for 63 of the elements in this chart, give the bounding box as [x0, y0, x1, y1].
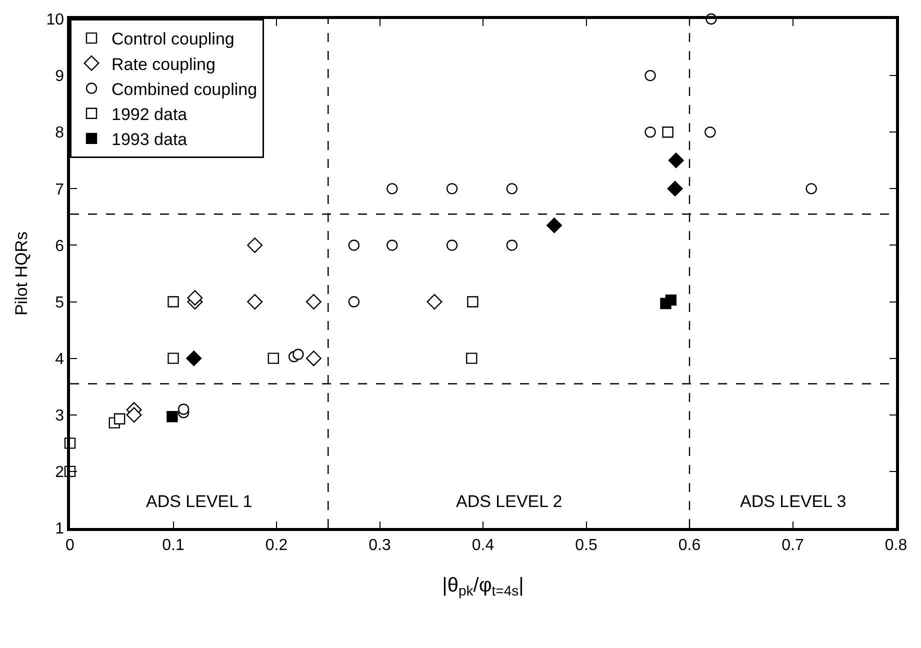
x-tick-label: 0.1 [162, 536, 184, 554]
point [306, 294, 322, 310]
point [386, 240, 398, 251]
point [186, 350, 202, 366]
x-tick-label: 0.8 [884, 536, 908, 554]
x-tick-label: 0.6 [678, 536, 701, 554]
point [306, 350, 322, 366]
x-tick-label: 0.4 [472, 536, 494, 554]
point [806, 183, 817, 194]
point [446, 240, 458, 251]
point [348, 296, 360, 308]
x-tick-label: 0.5 [575, 536, 598, 554]
y-tick-label: 1 [55, 520, 64, 538]
point [126, 407, 142, 423]
y-tick-label: 6 [55, 238, 64, 255]
point [668, 152, 684, 168]
y-tick-label: 2 [55, 464, 64, 482]
point [662, 126, 674, 138]
y-tick-label: 7 [55, 181, 64, 198]
point [187, 290, 203, 306]
point [168, 352, 179, 364]
x-axis-title: |θ$_{pk}$/φ$_{t=4s}$| [442, 574, 524, 599]
x-tick-label: 0.2 [265, 536, 288, 554]
y-tick-label: 8 [55, 124, 64, 142]
y-tick-label: 5 [55, 294, 64, 312]
x-tick-label: 0.7 [782, 536, 804, 554]
legend-label: 1993 data [112, 130, 188, 150]
legend-label: 1992 data [112, 104, 188, 124]
point [292, 348, 304, 360]
point [506, 183, 518, 194]
point [166, 410, 178, 422]
x-tick-label: 0 [66, 536, 75, 554]
point [446, 183, 458, 194]
point [467, 296, 478, 308]
point [667, 180, 683, 196]
point [386, 183, 398, 194]
point [247, 237, 263, 253]
point [168, 296, 179, 308]
legend-label: Control coupling [112, 30, 234, 49]
x-tick-label: 0.3 [368, 536, 391, 554]
point [665, 294, 677, 306]
annotation: ADS LEVEL 2 [456, 492, 562, 511]
point [178, 404, 190, 415]
annotation: ADS LEVEL 1 [146, 492, 252, 511]
point [426, 294, 442, 310]
point [268, 352, 279, 364]
point [644, 70, 656, 82]
point [247, 294, 263, 310]
annotation: ADS LEVEL 3 [740, 492, 846, 511]
y-axis-title: Pilot HQRs [12, 231, 31, 316]
y-tick-label: 9 [55, 68, 64, 86]
point [466, 352, 478, 364]
point [506, 240, 518, 251]
y-tick-label: 10 [46, 12, 64, 29]
y-tick-label: 4 [55, 350, 64, 368]
point [704, 126, 716, 138]
point [644, 126, 656, 138]
point [348, 240, 360, 251]
legend-label: Combined coupling [112, 80, 258, 99]
legend-label: Rate coupling [112, 54, 216, 74]
y-tick-label: 3 [55, 407, 64, 424]
point [546, 218, 562, 234]
point [114, 413, 126, 424]
